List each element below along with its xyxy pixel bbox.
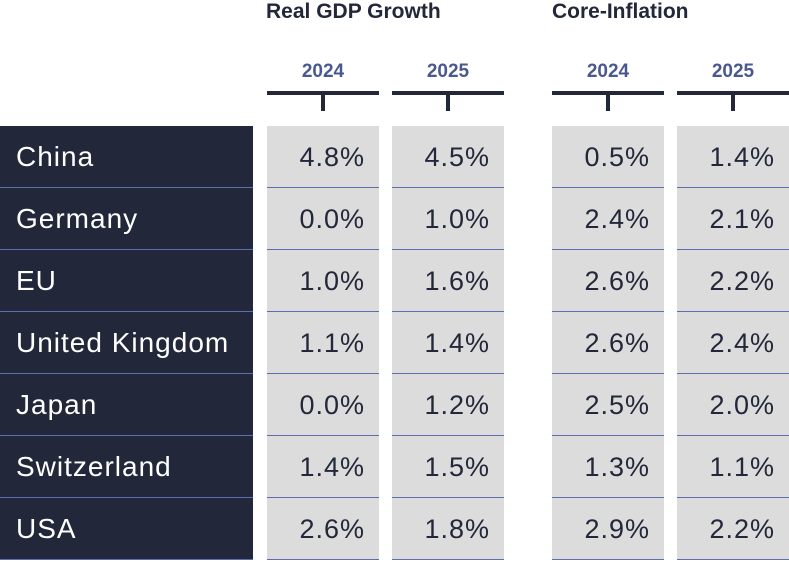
value-cell-switzerland-inflation-2024: 1.3% [552,436,664,498]
value-cell-uk-gdp-2025: 1.4% [392,312,504,374]
value-cell-usa-inflation-2024: 2.9% [552,498,664,560]
value-cell-germany-inflation-2025: 2.1% [677,188,789,250]
country-label-eu: EU [0,250,253,312]
value-cell-china-gdp-2024: 4.8% [267,126,379,188]
gdp-year-2025-label: 2025 [426,61,470,82]
gdp-2025-bracket [392,91,504,111]
inflation-group-title: Core-Inflation [552,0,689,23]
country-label-japan: Japan [0,374,253,436]
bracket-tick [731,95,735,111]
value-cell-japan-gdp-2024: 0.0% [267,374,379,436]
value-cell-switzerland-inflation-2025: 1.1% [677,436,789,498]
value-cell-eu-gdp-2025: 1.6% [392,250,504,312]
inflation-2024-column: 0.5% 2.4% 2.6% 2.6% 2.5% 1.3% 2.9% [552,126,664,560]
inflation-2025-bracket [677,91,789,111]
country-label-usa: USA [0,498,253,560]
bracket-tick [321,95,325,111]
country-label-china: China [0,126,253,188]
gdp-year-2024-label: 2024 [301,61,345,82]
inflation-2024-bracket [552,91,664,111]
bracket-tick [606,95,610,111]
value-cell-germany-gdp-2025: 1.0% [392,188,504,250]
value-cell-uk-inflation-2024: 2.6% [552,312,664,374]
gdp-2024-bracket [267,91,379,111]
value-cell-japan-inflation-2025: 2.0% [677,374,789,436]
inflation-2025-column: 1.4% 2.1% 2.2% 2.4% 2.0% 1.1% 2.2% [677,126,789,560]
value-cell-china-gdp-2025: 4.5% [392,126,504,188]
value-cell-germany-inflation-2024: 2.4% [552,188,664,250]
value-cell-germany-gdp-2024: 0.0% [267,188,379,250]
country-label-switzerland: Switzerland [0,436,253,498]
value-cell-usa-gdp-2025: 1.8% [392,498,504,560]
value-cell-usa-inflation-2025: 2.2% [677,498,789,560]
value-cell-usa-gdp-2024: 2.6% [267,498,379,560]
value-cell-eu-gdp-2024: 1.0% [267,250,379,312]
value-cell-china-inflation-2024: 0.5% [552,126,664,188]
inflation-year-2025-label: 2025 [711,61,755,82]
value-cell-uk-inflation-2025: 2.4% [677,312,789,374]
country-column: China Germany EU United Kingdom Japan Sw… [0,126,253,560]
bracket-tick [446,95,450,111]
gdp-2025-column: 4.5% 1.0% 1.6% 1.4% 1.2% 1.5% 1.8% [392,126,504,560]
country-label-germany: Germany [0,188,253,250]
value-cell-china-inflation-2025: 1.4% [677,126,789,188]
value-cell-japan-inflation-2024: 2.5% [552,374,664,436]
value-cell-eu-inflation-2025: 2.2% [677,250,789,312]
value-cell-switzerland-gdp-2025: 1.5% [392,436,504,498]
gdp-2024-column: 4.8% 0.0% 1.0% 1.1% 0.0% 1.4% 2.6% [267,126,379,560]
value-cell-switzerland-gdp-2024: 1.4% [267,436,379,498]
gdp-group-title: Real GDP Growth [266,0,441,23]
value-cell-uk-gdp-2024: 1.1% [267,312,379,374]
country-label-united-kingdom: United Kingdom [0,312,253,374]
value-cell-eu-inflation-2024: 2.6% [552,250,664,312]
value-cell-japan-gdp-2025: 1.2% [392,374,504,436]
inflation-year-2024-label: 2024 [586,61,630,82]
